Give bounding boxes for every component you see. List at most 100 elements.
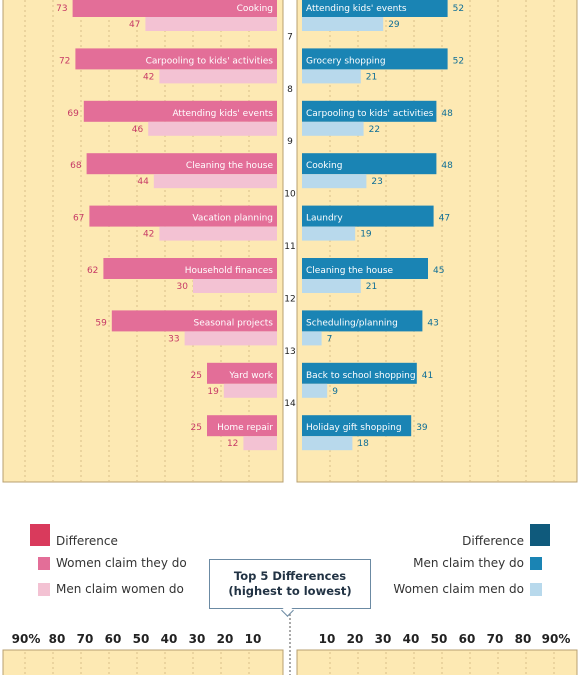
value-label-right-women: 21 xyxy=(366,282,377,292)
value-label-left-women: 69 xyxy=(67,109,79,119)
right-panel-bottom xyxy=(296,649,578,679)
bar-right-men xyxy=(302,205,434,227)
category-label-left: Cleaning the house xyxy=(186,161,274,171)
value-label-left-men: 19 xyxy=(207,387,219,397)
legend-left-women-claim: Women claim they do xyxy=(38,556,187,570)
axis-tick-left: 40 xyxy=(160,632,178,646)
legend-right-difference: Difference xyxy=(462,522,550,548)
bar-left-men xyxy=(159,226,277,241)
value-label-left-women: 25 xyxy=(191,423,202,433)
legend-label: Difference xyxy=(56,534,118,548)
legend-left-men-claim: Men claim women do xyxy=(38,582,184,596)
rank-label: 9 xyxy=(287,137,293,147)
category-label-left: Home repair xyxy=(217,423,273,433)
legend-label: Women claim they do xyxy=(56,556,187,570)
legend-right-men-claim: Men claim they do xyxy=(413,556,542,570)
axis-tick-right: 40 xyxy=(402,632,420,646)
legend-label: Difference xyxy=(462,534,524,548)
value-label-right-women: 21 xyxy=(366,72,377,82)
value-label-right-women: 19 xyxy=(360,230,372,240)
category-label-left: Seasonal projects xyxy=(194,318,274,328)
axis-tick-left: 90% xyxy=(11,632,41,646)
value-label-left-men: 33 xyxy=(168,334,179,344)
category-label-left: Cooking xyxy=(237,4,273,14)
legend-swatch-women-pink-light xyxy=(38,582,50,596)
value-label-right-women: 23 xyxy=(371,177,382,187)
legend-swatch-women-pink xyxy=(38,556,50,570)
legend-swatch-men-blue-light xyxy=(530,582,542,596)
rank-label: 8 xyxy=(287,85,293,95)
bar-right-women xyxy=(302,383,328,398)
bar-left-women xyxy=(75,48,278,70)
rank-label: 7 xyxy=(287,32,293,42)
rank-label: 12 xyxy=(284,294,295,304)
rank-label: 11 xyxy=(284,242,295,252)
category-label-left: Vacation planning xyxy=(192,214,273,224)
bar-right-men xyxy=(302,153,437,175)
value-label-right-women: 22 xyxy=(369,125,380,135)
category-label-right: Holiday gift shopping xyxy=(306,423,402,433)
value-label-right-men: 41 xyxy=(422,371,433,381)
bar-right-women xyxy=(302,279,361,293)
axis-tick-right: 50 xyxy=(430,632,448,646)
category-label-left: Household finances xyxy=(185,266,274,276)
value-label-left-men: 44 xyxy=(137,177,149,187)
rank-label: 10 xyxy=(284,190,296,200)
value-label-right-men: 43 xyxy=(427,318,438,328)
callout-line-2: (highest to lowest) xyxy=(228,584,352,598)
axis-tick-right: 80 xyxy=(514,632,532,646)
top-differences-callout: Top 5 Differences (highest to lowest) xyxy=(209,559,371,609)
axis-tick-right: 70 xyxy=(486,632,504,646)
category-label-right: Grocery shopping xyxy=(306,56,386,66)
value-label-left-women: 68 xyxy=(70,161,82,171)
bar-right-men xyxy=(302,48,448,70)
category-label-left: Yard work xyxy=(228,371,273,381)
bar-right-men xyxy=(302,415,412,437)
bar-left-women xyxy=(207,415,277,437)
category-label-right: Scheduling/planning xyxy=(306,318,398,328)
bar-left-men xyxy=(145,17,277,31)
left-panel-bottom xyxy=(2,649,284,679)
value-label-left-women: 67 xyxy=(73,214,84,224)
bar-left-women xyxy=(86,153,277,175)
bar-left-women xyxy=(207,362,277,384)
callout-line-1: Top 5 Differences xyxy=(233,569,347,583)
category-label-right: Attending kids' events xyxy=(306,4,407,14)
bar-left-women xyxy=(89,205,278,227)
value-label-right-men: 48 xyxy=(441,161,453,171)
category-label-right: Laundry xyxy=(306,214,343,224)
axis-tick-left: 10 xyxy=(244,632,262,646)
legend-right-women-claim: Women claim men do xyxy=(393,582,542,596)
bar-right-women xyxy=(302,174,367,189)
legend-swatch-diff-left xyxy=(30,524,50,546)
category-label-right: Cleaning the house xyxy=(306,266,394,276)
value-label-left-men: 46 xyxy=(132,125,144,135)
value-label-left-men: 42 xyxy=(143,72,154,82)
axis-tick-right: 60 xyxy=(458,632,476,646)
bar-left-men xyxy=(153,174,277,189)
value-label-left-men: 47 xyxy=(129,20,140,30)
value-label-left-women: 62 xyxy=(87,266,98,276)
rank-label: 14 xyxy=(284,399,296,409)
bar-right-women xyxy=(302,121,364,136)
legend-swatch-men-blue xyxy=(530,556,542,570)
value-label-right-men: 45 xyxy=(433,266,444,276)
legend-label: Men claim they do xyxy=(413,556,524,570)
legend-label: Women claim men do xyxy=(393,582,524,596)
axis-tick-left: 70 xyxy=(76,632,94,646)
bar-left-men xyxy=(193,279,277,293)
bar-right-men xyxy=(302,0,448,17)
value-label-left-men: 42 xyxy=(143,230,154,240)
value-label-left-women: 73 xyxy=(56,4,67,14)
category-label-right: Back to school shopping xyxy=(306,371,416,381)
category-label-left: Attending kids' events xyxy=(172,109,273,119)
bar-right-women xyxy=(302,226,356,241)
bar-left-men xyxy=(223,383,277,398)
axis-tick-right: 30 xyxy=(374,632,392,646)
category-label-left: Carpooling to kids' activities xyxy=(146,56,274,66)
value-label-left-women: 25 xyxy=(191,371,202,381)
axis-tick-right: 20 xyxy=(346,632,364,646)
bar-left-men xyxy=(184,331,277,346)
